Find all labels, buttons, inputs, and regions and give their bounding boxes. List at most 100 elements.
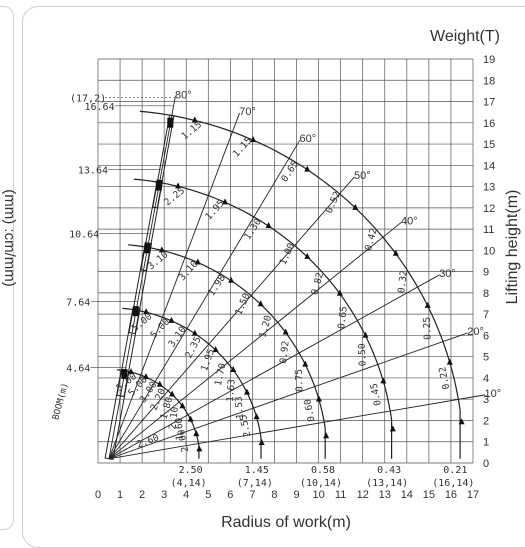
arc-load-label: 0.92 [278,340,292,364]
y-tick-label: 14 [483,160,495,172]
boom-length-label: 7.64 [66,297,90,308]
angle-ray [108,274,440,460]
load-point-marker [315,395,322,402]
load-point-marker [304,252,311,259]
tip-point-label: (16,14) [432,478,474,489]
tip-point-label: (7,14) [237,478,273,489]
load-point-marker [196,445,203,452]
y-tick-label: 19 [483,54,495,66]
arc-load-label: 0.65 [336,306,350,330]
y-tick-label: 5 [483,352,489,364]
boom-length-label: 4.64 [66,363,90,374]
y-tick-label: 18 [483,75,495,87]
arc-load-label: 0.22 [437,366,452,391]
y-tick-label: 4 [483,373,489,385]
x-tick-label: 1 [117,489,123,501]
angle-ray [108,394,485,460]
boom-label: BOOM(m) [51,382,70,421]
boom-tip-marker [167,117,174,128]
x-tick-label: 11 [335,489,346,501]
load-point-marker [352,203,359,210]
load-point-marker [158,246,165,253]
angle-label: 30° [439,268,456,280]
chart-labels: 4.64 7.64 10.64 13.64 16.64(17,2) (4,14) (7,14… [66,93,474,489]
boom-tip-marker [121,368,128,379]
chart-angle-rays: 80° 70° 60° 50° 40° 30° 20° 10° [108,89,502,460]
tip-load-label: 0.21 [443,465,467,476]
load-point-marker [302,360,309,367]
load-point-marker [168,316,175,323]
angle-ray [108,176,355,460]
load-point-marker [191,329,198,336]
y-tick-label: 15 [483,139,495,151]
y-tick-label: 2 [483,415,489,427]
angle-label: 10° [485,388,502,400]
y-tick-label: 12 [483,203,495,215]
load-point-marker [389,425,396,432]
arc-load-label: 1.60 [174,417,186,441]
load-point-marker [243,388,250,395]
tip-load-label: 0.58 [311,465,335,476]
arc-load-label: 1.95 [199,348,217,373]
load-point-marker [446,358,453,365]
arc-load-label: 1.63 [225,379,238,403]
arc-load-label: 0.60 [302,398,317,423]
arc-load-label: 2.25 [162,185,187,208]
load-point-marker [458,418,465,425]
arc-load-label: 1.53 [234,396,246,419]
arc-load-label: 1.50 [233,291,253,317]
chart-marks [121,116,465,452]
y-axis-label: Lifting height(m) [504,190,521,305]
angle-label: 80° [175,89,192,101]
load-point-marker [187,415,194,422]
tip-load-label: 2.50 [179,465,203,476]
x-tick-label: 2 [139,489,145,501]
jib-point-label: (17,2) [70,93,106,104]
x-axis-label: Radius of work(m) [221,514,351,531]
tip-load-label: 0.43 [377,465,401,476]
arc-load-label: 0.42 [363,227,380,252]
load-point-marker [212,346,219,353]
boom-length-label: 16.64 [85,102,115,113]
x-tick-label: 12 [357,489,369,501]
angle-label: 70° [239,106,256,118]
tip-point-label: (13,14) [366,478,408,489]
x-tick-label: 10 [312,489,324,501]
load-point-marker [194,258,201,265]
x-tick-label: 0 [95,489,101,501]
y-tick-label: 10 [483,245,495,257]
boom-tip-marker [132,306,139,317]
y-tick-label: 11 [483,224,494,236]
angle-ray [108,221,402,460]
load-point-marker [257,300,264,307]
load-point-marker [392,249,399,256]
boom-tip-marker [144,243,151,254]
tip-point-label: (4,14) [171,478,207,489]
load-point-marker [258,438,265,445]
x-tick-label: 5 [205,489,211,501]
y-tick-label: 3 [483,394,489,406]
load-point-marker [143,308,150,315]
y-tick-label: 1 [483,437,489,449]
x-tick-label: 3 [161,489,167,501]
load-point-marker [179,402,186,409]
angle-label: 40° [401,215,418,227]
arc-load-label: 0.50 [357,343,369,367]
arc-load-label: 0.25 [422,317,434,340]
angle-ray [108,139,301,459]
load-point-marker [193,430,200,437]
y-tick-label: 9 [483,267,489,279]
load-point-marker [323,432,330,439]
x-tick-label: 9 [293,489,299,501]
load-point-marker [282,328,289,335]
x-tick-label: 8 [271,489,277,501]
arc-load-label: 1.00 [278,241,298,267]
arc-load-label: 2.00 [176,428,191,453]
load-point-marker [253,413,260,420]
load-point-marker [362,331,369,338]
y-tick-label: 7 [483,309,489,321]
angle-label: 20° [467,326,484,338]
load-point-marker [169,390,176,397]
y-tick-label: 16 [483,118,495,130]
load-point-marker [424,301,431,308]
